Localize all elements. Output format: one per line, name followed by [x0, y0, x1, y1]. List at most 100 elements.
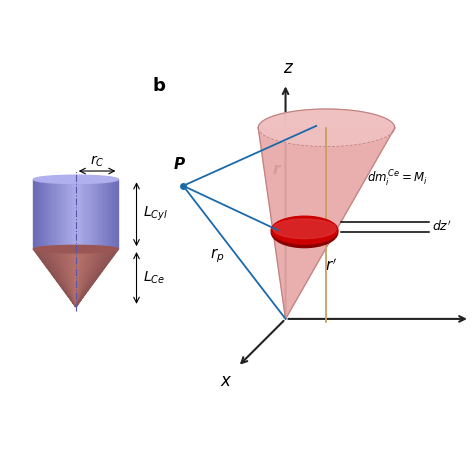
Polygon shape	[54, 258, 56, 259]
Polygon shape	[95, 265, 97, 266]
Polygon shape	[61, 261, 63, 262]
Polygon shape	[74, 301, 75, 302]
Polygon shape	[76, 273, 77, 275]
Polygon shape	[89, 275, 91, 276]
Polygon shape	[79, 265, 81, 266]
Polygon shape	[97, 262, 99, 264]
Polygon shape	[64, 276, 66, 278]
Polygon shape	[79, 273, 81, 275]
Polygon shape	[89, 287, 91, 288]
Polygon shape	[47, 266, 50, 268]
Polygon shape	[81, 294, 82, 295]
Polygon shape	[56, 269, 59, 271]
Polygon shape	[103, 256, 106, 258]
Polygon shape	[67, 292, 68, 294]
Polygon shape	[74, 262, 76, 264]
Polygon shape	[78, 281, 79, 283]
Polygon shape	[89, 285, 90, 287]
Polygon shape	[75, 305, 76, 307]
Polygon shape	[64, 252, 66, 254]
Polygon shape	[89, 283, 90, 284]
Polygon shape	[82, 288, 83, 290]
Polygon shape	[46, 264, 48, 265]
Polygon shape	[82, 295, 84, 297]
Polygon shape	[93, 252, 96, 254]
Polygon shape	[55, 252, 58, 254]
Polygon shape	[79, 279, 80, 281]
Polygon shape	[76, 276, 77, 278]
Polygon shape	[113, 249, 116, 251]
Polygon shape	[84, 281, 85, 283]
Polygon shape	[97, 261, 100, 262]
Polygon shape	[67, 285, 68, 287]
Polygon shape	[81, 288, 82, 290]
Polygon shape	[66, 281, 68, 283]
Polygon shape	[83, 294, 84, 295]
Polygon shape	[69, 288, 70, 290]
Polygon shape	[74, 302, 75, 304]
Polygon shape	[77, 288, 78, 290]
Polygon shape	[89, 266, 91, 268]
Polygon shape	[68, 252, 70, 254]
Polygon shape	[80, 281, 81, 283]
Polygon shape	[72, 254, 74, 255]
Polygon shape	[75, 279, 76, 281]
Polygon shape	[91, 255, 93, 256]
Polygon shape	[65, 290, 67, 291]
Polygon shape	[67, 276, 68, 278]
Polygon shape	[88, 276, 89, 278]
Polygon shape	[66, 285, 68, 287]
Polygon shape	[37, 252, 40, 254]
Polygon shape	[47, 261, 49, 262]
Polygon shape	[63, 271, 64, 272]
Polygon shape	[44, 249, 47, 251]
Polygon shape	[76, 266, 77, 268]
Polygon shape	[55, 249, 57, 251]
Polygon shape	[97, 268, 99, 269]
Polygon shape	[66, 291, 68, 292]
Polygon shape	[85, 262, 87, 264]
Polygon shape	[77, 276, 78, 278]
Polygon shape	[78, 297, 79, 298]
Polygon shape	[92, 279, 94, 281]
Polygon shape	[80, 268, 82, 269]
Polygon shape	[91, 271, 93, 272]
Polygon shape	[59, 272, 61, 273]
Polygon shape	[88, 287, 90, 288]
Bar	[53, 179, 55, 249]
Polygon shape	[91, 252, 94, 254]
Polygon shape	[72, 297, 73, 298]
Polygon shape	[87, 255, 89, 256]
Polygon shape	[77, 271, 79, 272]
Polygon shape	[73, 285, 74, 287]
Polygon shape	[80, 288, 82, 290]
Polygon shape	[78, 279, 79, 281]
Polygon shape	[92, 262, 94, 264]
Polygon shape	[91, 266, 94, 268]
Polygon shape	[73, 259, 74, 261]
Polygon shape	[81, 285, 82, 287]
Polygon shape	[51, 271, 53, 272]
Polygon shape	[105, 261, 108, 262]
Polygon shape	[67, 279, 68, 281]
Polygon shape	[82, 283, 84, 284]
Polygon shape	[92, 268, 94, 269]
Polygon shape	[85, 281, 86, 283]
Polygon shape	[89, 276, 91, 278]
Polygon shape	[79, 300, 80, 301]
Bar	[110, 179, 112, 249]
Polygon shape	[81, 298, 82, 300]
Polygon shape	[102, 251, 105, 252]
Polygon shape	[79, 259, 81, 261]
Polygon shape	[77, 304, 78, 305]
Polygon shape	[59, 255, 61, 256]
Polygon shape	[91, 261, 93, 262]
Polygon shape	[75, 281, 76, 283]
Polygon shape	[77, 285, 78, 287]
Polygon shape	[58, 276, 60, 278]
Polygon shape	[66, 255, 68, 256]
Polygon shape	[76, 256, 78, 258]
Polygon shape	[102, 268, 104, 269]
Polygon shape	[78, 273, 80, 275]
Polygon shape	[87, 290, 89, 291]
